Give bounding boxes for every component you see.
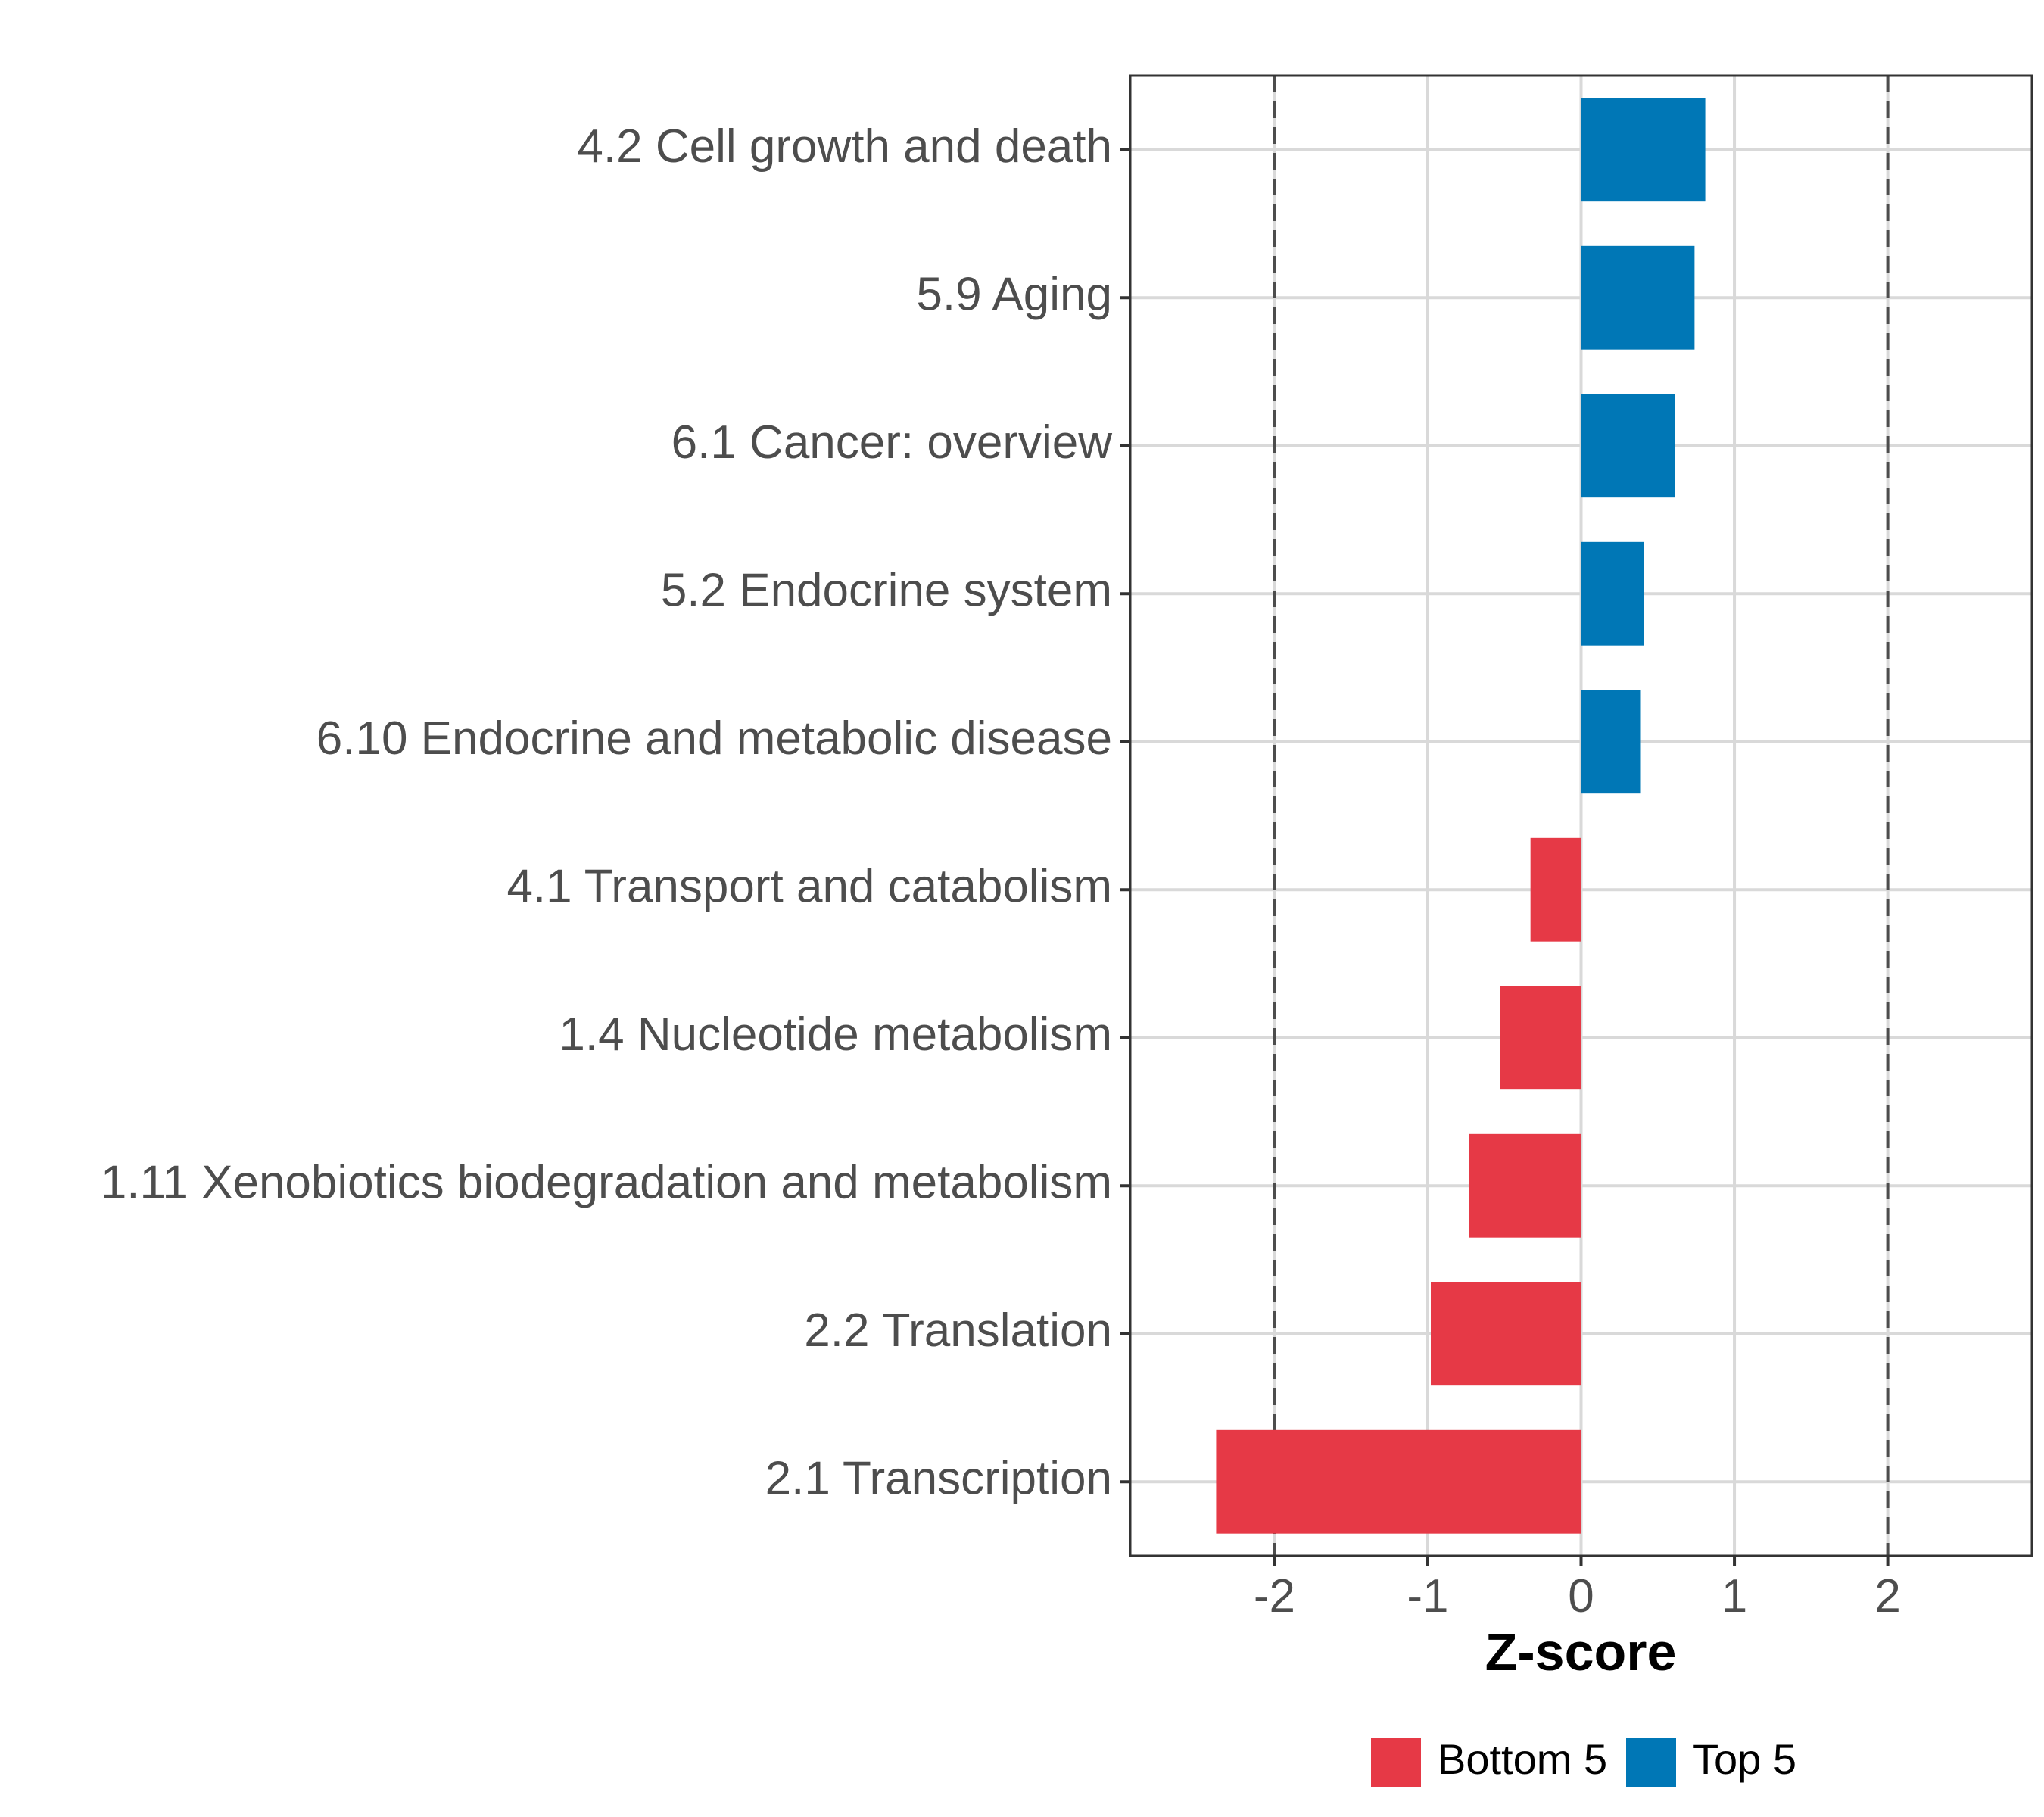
legend-label: Top 5	[1693, 1735, 1796, 1783]
y-tick-label: 4.1 Transport and catabolism	[506, 861, 1112, 913]
y-tick-label: 4.2 Cell growth and death	[577, 120, 1112, 173]
bar	[1431, 1282, 1581, 1386]
x-tick-label: 0	[1568, 1570, 1594, 1622]
bar	[1581, 98, 1706, 202]
x-tick-label: -2	[1254, 1570, 1295, 1622]
bar	[1500, 986, 1581, 1090]
bar	[1581, 245, 1695, 350]
y-axis: 4.2 Cell growth and death 5.9 Aging 6.1 Ca…	[101, 120, 1130, 1505]
y-tick-label: 1.4 Nucleotide metabolism	[559, 1008, 1112, 1061]
x-tick-label: -1	[1407, 1570, 1448, 1622]
y-tick-label: 6.10 Endocrine and metabolic disease	[316, 712, 1112, 765]
y-tick-label: 1.11 Xenobiotics biodegradation and meta…	[101, 1157, 1112, 1209]
y-tick-label: 2.2 Translation	[804, 1304, 1112, 1357]
legend-key	[1626, 1738, 1676, 1787]
y-tick-label: 2.1 Transcription	[765, 1453, 1112, 1505]
bar	[1530, 837, 1581, 942]
bars	[1216, 98, 1706, 1534]
y-tick-label: 5.2 Endocrine system	[661, 565, 1112, 617]
bar	[1581, 690, 1641, 794]
x-axis: -2 -1 0 1 2	[1254, 1556, 1901, 1622]
bar	[1581, 394, 1675, 498]
legend-key	[1371, 1738, 1421, 1787]
reference-lines	[1273, 76, 1890, 1556]
x-axis-title: Z-score	[1485, 1622, 1677, 1681]
y-tick-label: 6.1 Cancer: overview	[671, 416, 1113, 469]
y-tick-label: 5.9 Aging	[916, 269, 1112, 321]
legend-label: Bottom 5	[1438, 1735, 1607, 1783]
bar	[1581, 541, 1644, 646]
x-tick-label: 1	[1722, 1570, 1747, 1622]
x-tick-label: 2	[1874, 1570, 1900, 1622]
bar	[1216, 1429, 1581, 1534]
bar	[1469, 1133, 1581, 1238]
legend: Bottom 5 Top 5	[1371, 1735, 1796, 1787]
